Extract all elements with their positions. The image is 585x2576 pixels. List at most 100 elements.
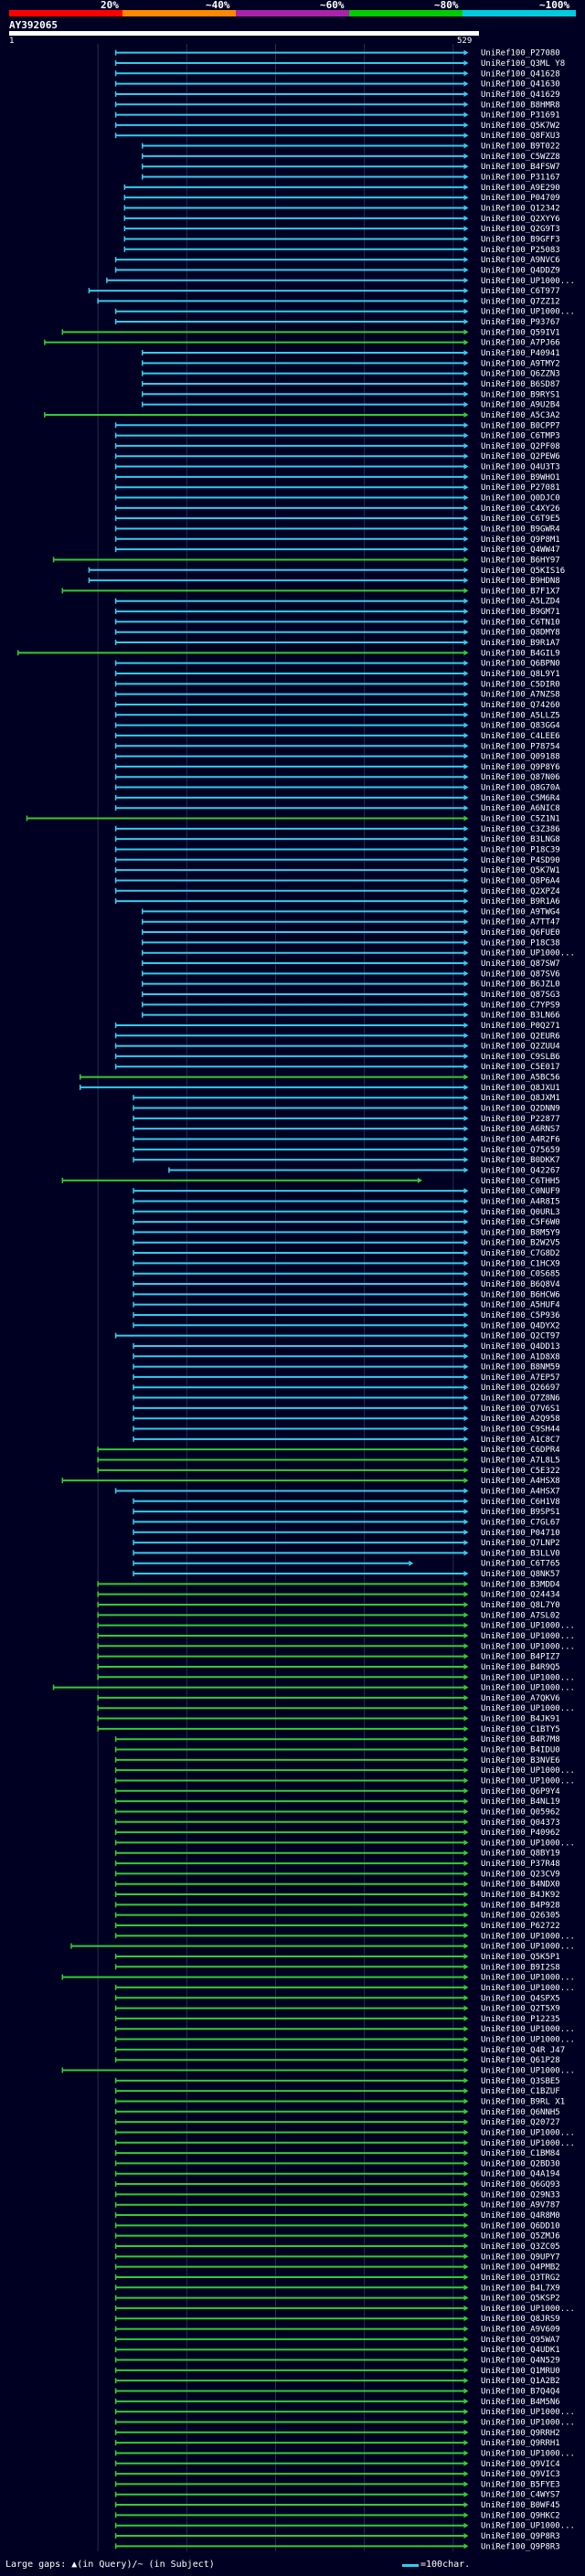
hit-label[interactable]: UniRef100_B9RL X1 [481, 2097, 565, 2106]
hit-label[interactable]: UniRef100_Q6GQ93 [481, 2180, 560, 2189]
hit-label[interactable]: UniRef100_B9R1A6 [481, 897, 560, 906]
hit-label[interactable]: UniRef100_Q3ML Y8 [481, 59, 565, 69]
hit-label[interactable]: UniRef100_A5HUF4 [481, 1301, 560, 1310]
hit-label[interactable]: UniRef100_C5M6R4 [481, 794, 560, 803]
hit-label[interactable]: UniRef100_Q6P9Y4 [481, 1787, 560, 1797]
hit-label[interactable]: UniRef100_Q95WA7 [481, 2336, 560, 2345]
hit-label[interactable]: UniRef100_UP1000... [481, 2449, 575, 2458]
hit-label[interactable]: UniRef100_Q41629 [481, 90, 560, 100]
hit-label[interactable]: UniRef100_B9GM71 [481, 608, 560, 617]
hit-label[interactable]: UniRef100_Q41630 [481, 80, 560, 90]
hit-label[interactable]: UniRef100_Q5K7W2 [481, 122, 560, 131]
hit-label[interactable]: UniRef100_Q42267 [481, 1166, 560, 1175]
hit-label[interactable]: UniRef100_Q0DJC0 [481, 494, 560, 504]
hit-label[interactable]: UniRef100_Q23CV9 [481, 1870, 560, 1879]
hit-label[interactable]: UniRef100_A4HSX8 [481, 1477, 560, 1486]
hit-label[interactable]: UniRef100_B9I2S8 [481, 1963, 560, 1972]
hit-label[interactable]: UniRef100_UP1000... [481, 1776, 575, 1786]
hit-label[interactable]: UniRef100_Q20727 [481, 2118, 560, 2127]
hit-label[interactable]: UniRef100_C1HCX9 [481, 1259, 560, 1268]
hit-label[interactable]: UniRef100_C6H1V8 [481, 1498, 560, 1507]
hit-label[interactable]: UniRef100_P40962 [481, 1829, 560, 1838]
hit-label[interactable]: UniRef100_Q87SG3 [481, 991, 560, 1000]
hit-label[interactable]: UniRef100_C6T765 [481, 1560, 560, 1569]
hit-label[interactable]: UniRef100_Q6NNH5 [481, 2108, 560, 2117]
hit-label[interactable]: UniRef100_UP1000... [481, 2036, 575, 2045]
hit-label[interactable]: UniRef100_C7G8D2 [481, 1249, 560, 1258]
hit-label[interactable]: UniRef100_UP1000... [481, 1673, 575, 1682]
hit-label[interactable]: UniRef100_C6TMP3 [481, 432, 560, 441]
hit-label[interactable]: UniRef100_B4NDX0 [481, 1881, 560, 1890]
hit-label[interactable]: UniRef100_Q2ZUU4 [481, 1043, 560, 1052]
hit-label[interactable]: UniRef100_A2Q958 [481, 1415, 560, 1424]
hit-label[interactable]: UniRef100_A7EP57 [481, 1373, 560, 1383]
hit-label[interactable]: UniRef100_B4PIZ7 [481, 1653, 560, 1662]
hit-label[interactable]: UniRef100_B6SD87 [481, 380, 560, 389]
hit-label[interactable]: UniRef100_B4GIL9 [481, 649, 560, 658]
hit-label[interactable]: UniRef100_B8NM59 [481, 1363, 560, 1373]
hit-label[interactable]: UniRef100_Q9HKC2 [481, 2511, 560, 2520]
hit-label[interactable]: UniRef100_Q0URL3 [481, 1208, 560, 1217]
hit-label[interactable]: UniRef100_C1BM84 [481, 2149, 560, 2158]
hit-label[interactable]: UniRef100_UP1000... [481, 1642, 575, 1651]
hit-label[interactable]: UniRef100_Q9P8Y6 [481, 763, 560, 772]
hit-label[interactable]: UniRef100_Q5KIS16 [481, 567, 565, 576]
hit-label[interactable]: UniRef100_A5LLZ5 [481, 711, 560, 720]
hit-label[interactable]: UniRef100_B4P928 [481, 1901, 560, 1910]
hit-label[interactable]: UniRef100_A7QKV6 [481, 1694, 560, 1703]
hit-label[interactable]: UniRef100_B6HCW6 [481, 1290, 560, 1299]
hit-label[interactable]: UniRef100_UP1000... [481, 2128, 575, 2137]
hit-label[interactable]: UniRef100_A4R2F6 [481, 1136, 560, 1145]
hit-label[interactable]: UniRef100_UP1000... [481, 1984, 575, 1993]
hit-label[interactable]: UniRef100_Q6DD10 [481, 2221, 560, 2231]
hit-label[interactable]: UniRef100_Q2T5X9 [481, 2005, 560, 2014]
hit-label[interactable]: UniRef100_Q87SW7 [481, 959, 560, 969]
hit-label[interactable]: UniRef100_B4NL19 [481, 1797, 560, 1807]
hit-label[interactable]: UniRef100_A7SL02 [481, 1611, 560, 1620]
hit-label[interactable]: UniRef100_C5F6W0 [481, 1218, 560, 1227]
hit-label[interactable]: UniRef100_Q9P8R3 [481, 2542, 560, 2551]
hit-label[interactable]: UniRef100_Q83GG4 [481, 722, 560, 731]
hit-label[interactable]: UniRef100_UP1000... [481, 1943, 575, 1952]
hit-label[interactable]: UniRef100_Q1A2B2 [481, 2377, 560, 2386]
hit-label[interactable]: UniRef100_Q2PF08 [481, 442, 560, 451]
hit-label[interactable]: UniRef100_UP1000... [481, 277, 575, 286]
hit-label[interactable]: UniRef100_P37R48 [481, 1860, 560, 1869]
hit-label[interactable]: UniRef100_Q7ZZ12 [481, 297, 560, 306]
hit-label[interactable]: UniRef100_Q4N529 [481, 2357, 560, 2366]
hit-label[interactable]: UniRef100_P12235 [481, 2015, 560, 2024]
hit-label[interactable]: UniRef100_Q12342 [481, 204, 560, 213]
hit-label[interactable]: UniRef100_B9GWR4 [481, 525, 560, 534]
hit-label[interactable]: UniRef100_Q29N33 [481, 2190, 560, 2200]
hit-label[interactable]: UniRef100_Q4PMB2 [481, 2263, 560, 2273]
hit-label[interactable]: UniRef100_Q87SV6 [481, 970, 560, 979]
hit-label[interactable]: UniRef100_UP1000... [481, 2067, 575, 2076]
hit-label[interactable]: UniRef100_B9RYS1 [481, 390, 560, 399]
hit-label[interactable]: UniRef100_B6JZL0 [481, 981, 560, 990]
hit-label[interactable]: UniRef100_A9V787 [481, 2201, 560, 2210]
hit-label[interactable]: UniRef100_C0S685 [481, 1270, 560, 1279]
hit-label[interactable]: UniRef100_P78754 [481, 742, 560, 751]
hit-label[interactable]: UniRef100_A5LZD4 [481, 598, 560, 607]
hit-label[interactable]: UniRef100_B9SPS1 [481, 1508, 560, 1517]
hit-label[interactable]: UniRef100_P04709 [481, 194, 560, 203]
hit-label[interactable]: UniRef100_Q9VIC3 [481, 2470, 560, 2479]
hit-label[interactable]: UniRef100_Q5ZMJ6 [481, 2232, 560, 2242]
hit-label[interactable]: UniRef100_Q61P28 [481, 2056, 560, 2065]
hit-label[interactable]: UniRef100_P04710 [481, 1529, 560, 1538]
hit-label[interactable]: UniRef100_P18C39 [481, 845, 560, 854]
hit-label[interactable]: UniRef100_P27081 [481, 483, 560, 493]
hit-label[interactable]: UniRef100_Q8P6A4 [481, 876, 560, 885]
hit-label[interactable]: UniRef100_UP1000... [481, 1839, 575, 1848]
hit-label[interactable]: UniRef100_P0Q271 [481, 1022, 560, 1031]
hit-label[interactable]: UniRef100_P4SD90 [481, 856, 560, 865]
hit-label[interactable]: UniRef100_UP1000... [481, 1632, 575, 1641]
hit-label[interactable]: UniRef100_P31167 [481, 174, 560, 183]
hit-label[interactable]: UniRef100_C9SLB6 [481, 1053, 560, 1062]
hit-label[interactable]: UniRef100_B0CPP7 [481, 421, 560, 430]
hit-label[interactable]: UniRef100_Q3ZC05 [481, 2242, 560, 2252]
hit-label[interactable]: UniRef100_C5E017 [481, 1063, 560, 1072]
hit-label[interactable]: UniRef100_B5FYE3 [481, 2480, 560, 2489]
hit-label[interactable]: UniRef100_B8M5Y9 [481, 1228, 560, 1237]
hit-label[interactable]: UniRef100_B4R9Q5 [481, 1663, 560, 1672]
